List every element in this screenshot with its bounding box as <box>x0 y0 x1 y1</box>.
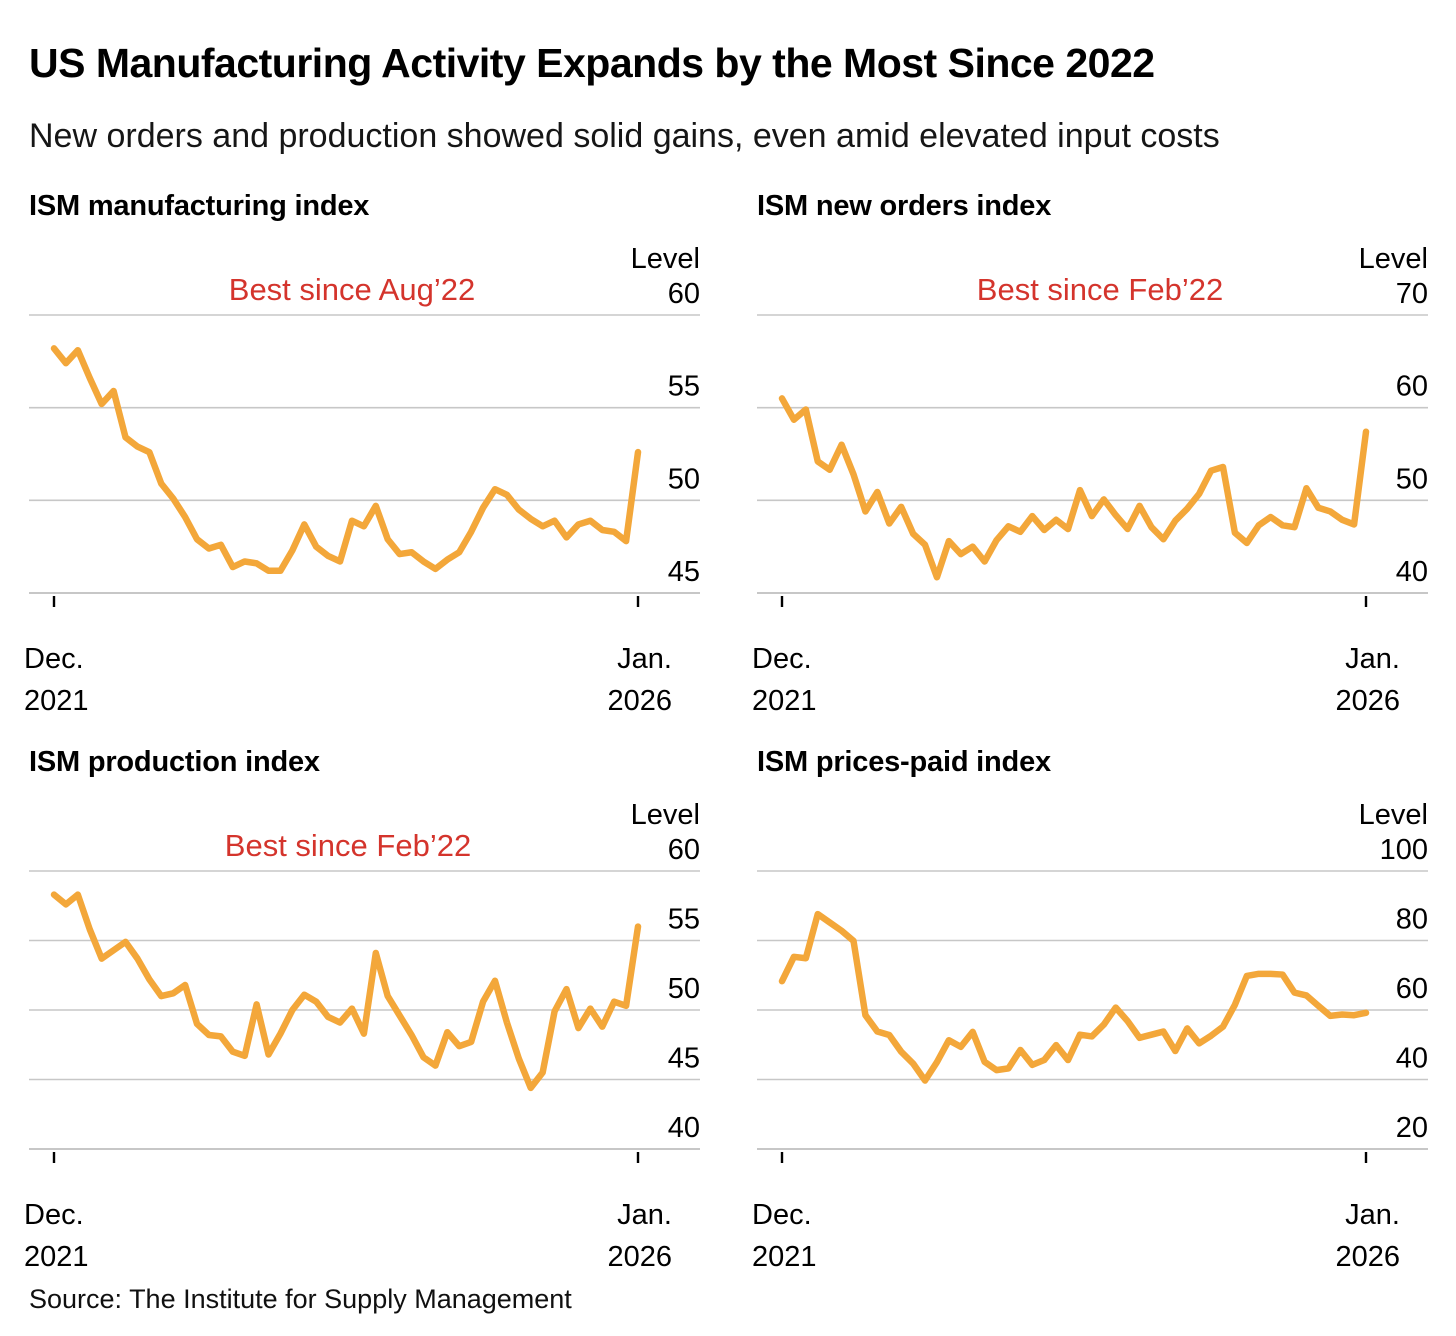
x-tick-start-month: Dec. <box>752 1199 812 1231</box>
panel-manufacturing: ISM manufacturing index Level Best since… <box>0 190 728 746</box>
y-axis-title: Level <box>1359 243 1428 275</box>
y-axis-tick-label: 60 <box>668 834 700 866</box>
y-axis-tick-label: 55 <box>668 904 700 936</box>
y-axis-tick-label: 40 <box>668 1112 700 1144</box>
y-axis-tick-label: 80 <box>1396 904 1428 936</box>
plot-area: 60 55 50 45 <box>29 278 700 607</box>
x-tick-end-month: Jan. <box>1345 643 1400 675</box>
y-axis-title: Level <box>1359 799 1428 831</box>
x-tick-start-month: Dec. <box>24 643 84 675</box>
panel-title: ISM manufacturing index <box>29 190 370 222</box>
x-tick-start-month: Dec. <box>24 1199 84 1231</box>
y-axis-tick-label: 20 <box>1396 1112 1428 1144</box>
figure-subtitle: New orders and production showed solid g… <box>29 117 1220 155</box>
x-tick-end-month: Jan. <box>617 643 672 675</box>
x-tick-start-year: 2021 <box>24 1241 89 1273</box>
y-axis-tick-label: 60 <box>1396 371 1428 403</box>
y-axis-title: Level <box>631 799 700 831</box>
y-axis-tick-label: 70 <box>1396 278 1428 310</box>
plot-area: 60 55 50 45 40 <box>29 834 700 1163</box>
y-axis-tick-label: 60 <box>668 278 700 310</box>
x-tick-end-year: 2026 <box>1335 685 1400 717</box>
y-axis-tick-label: 100 <box>1380 834 1428 866</box>
y-axis-tick-label: 40 <box>1396 1043 1428 1075</box>
panel-title: ISM new orders index <box>757 190 1052 222</box>
x-tick-start-year: 2021 <box>752 1241 817 1273</box>
y-axis-tick-label: 50 <box>668 463 700 495</box>
x-tick-start-year: 2021 <box>752 685 817 717</box>
plot-area: 70 60 50 40 <box>757 278 1428 607</box>
chart-grid: ISM manufacturing index Level Best since… <box>0 190 1456 1302</box>
x-tick-start-year: 2021 <box>24 685 89 717</box>
panel-title: ISM prices-paid index <box>757 746 1051 778</box>
plot-area: 100 80 60 40 20 <box>757 834 1428 1163</box>
line-chart-prices-paid: Level 100 80 60 40 20 Dec. 2021 Jan. 2026 <box>752 799 1428 1273</box>
line-chart-new-orders: Level Best since Feb’22 70 60 50 40 Dec. 20… <box>752 243 1428 717</box>
y-axis-tick-label: 50 <box>668 973 700 1005</box>
y-axis-tick-label: 45 <box>668 1043 700 1075</box>
chart-annotation: Best since Feb’22 <box>977 272 1223 307</box>
panel-new-orders: ISM new orders index Level Best since Fe… <box>728 190 1456 746</box>
panel-production: ISM production index Level Best since Fe… <box>0 746 728 1302</box>
x-tick-end-year: 2026 <box>1335 1241 1400 1273</box>
line-chart-manufacturing: Level Best since Aug’22 60 55 50 45 Dec. 20… <box>24 243 700 717</box>
y-axis-tick-label: 50 <box>1396 463 1428 495</box>
panel-prices-paid: ISM prices-paid index Level 100 80 60 40 20 … <box>728 746 1456 1302</box>
chart-annotation: Best since Aug’22 <box>229 272 475 307</box>
y-axis-tick-label: 40 <box>1396 556 1428 588</box>
y-axis-tick-label: 60 <box>1396 973 1428 1005</box>
data-series-line <box>778 910 1370 1084</box>
panel-title: ISM production index <box>29 746 320 778</box>
x-tick-end-month: Jan. <box>617 1199 672 1231</box>
x-tick-start-month: Dec. <box>752 643 812 675</box>
data-series-line <box>778 395 1370 581</box>
figure-title: US Manufacturing Activity Expands by the… <box>29 40 1155 87</box>
source-attribution: Source: The Institute for Supply Managem… <box>29 1284 572 1314</box>
x-tick-end-year: 2026 <box>607 685 672 717</box>
y-axis-title: Level <box>631 243 700 275</box>
y-axis-tick-label: 55 <box>668 371 700 403</box>
x-tick-end-year: 2026 <box>607 1241 672 1273</box>
chart-annotation: Best since Feb’22 <box>225 828 471 863</box>
data-series-line <box>50 345 642 575</box>
x-tick-end-month: Jan. <box>1345 1199 1400 1231</box>
data-series-line <box>50 891 642 1092</box>
y-axis-tick-label: 45 <box>668 556 700 588</box>
